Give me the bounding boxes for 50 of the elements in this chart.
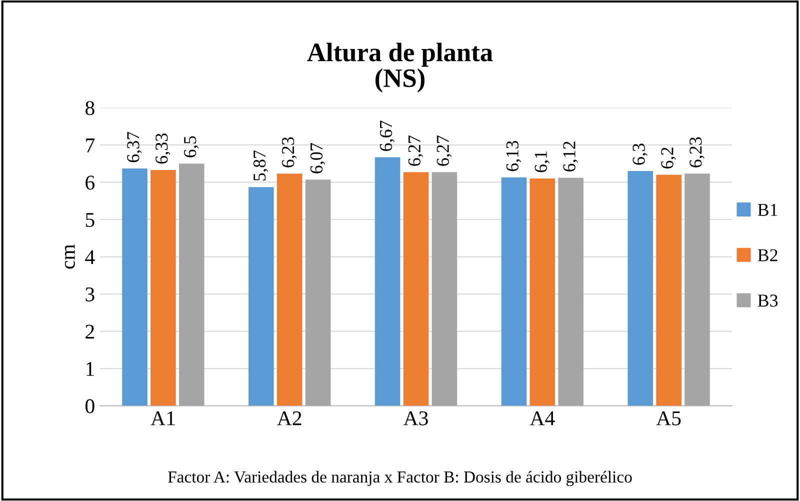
chart-title: Altura de planta (NS) [307, 42, 493, 92]
y-tick-label: 7 [86, 138, 95, 152]
bar [656, 174, 682, 406]
y-tick-label: 6 [86, 176, 95, 190]
bar [403, 172, 429, 406]
bar [530, 178, 556, 406]
bar [501, 177, 527, 406]
data-label: 6,67 [380, 120, 395, 151]
bar [179, 164, 204, 406]
data-label: 5,87 [253, 150, 268, 180]
data-label: 6,07 [310, 142, 326, 174]
x-tick-label: A3 [403, 411, 428, 426]
bar [150, 170, 176, 406]
bar [305, 180, 331, 406]
data-label: 6,27 [436, 136, 452, 166]
legend-label: B3 [758, 294, 778, 307]
data-label: 6,27 [408, 136, 424, 166]
bar [374, 157, 400, 406]
bar [432, 172, 458, 406]
bar [684, 174, 710, 406]
y-tick-label: 4 [85, 250, 95, 264]
data-label: 6,5 [184, 136, 199, 158]
legend-label: B2 [758, 249, 778, 262]
data-label: 6,23 [690, 137, 704, 168]
y-tick-label: 1 [86, 362, 94, 376]
data-label: 6,3 [632, 144, 648, 165]
y-tick-label: 3 [86, 287, 94, 302]
bar [628, 171, 653, 406]
text: Factor A: Variedades de naranja x Factor B: Dosis de ácido giberélico [168, 470, 632, 486]
y-tick-label: 5 [86, 213, 94, 227]
bar [276, 174, 302, 406]
y-tick-label: 8 [86, 101, 94, 116]
data-label: 6,33 [156, 133, 170, 164]
x-tick-label: A5 [656, 411, 681, 426]
x-tick-label: A2 [277, 411, 302, 426]
data-label: 6,12 [563, 142, 578, 172]
data-label: 6,2 [661, 148, 676, 168]
y-axis-title: cm [64, 244, 75, 269]
y-tick-label: 0 [86, 399, 94, 414]
y-tick-label: 2 [86, 324, 94, 339]
legend-label: B1 [758, 204, 778, 216]
data-label: 6,37 [127, 132, 142, 162]
x-tick-label: A1 [150, 411, 175, 426]
bar [248, 187, 274, 406]
bar [558, 178, 584, 406]
data-label: 6,1 [534, 151, 550, 172]
bar [122, 168, 148, 406]
data-label: 6,23 [282, 137, 297, 168]
x-tick-label: A4 [530, 411, 555, 426]
data-label: 6,13 [506, 140, 522, 172]
